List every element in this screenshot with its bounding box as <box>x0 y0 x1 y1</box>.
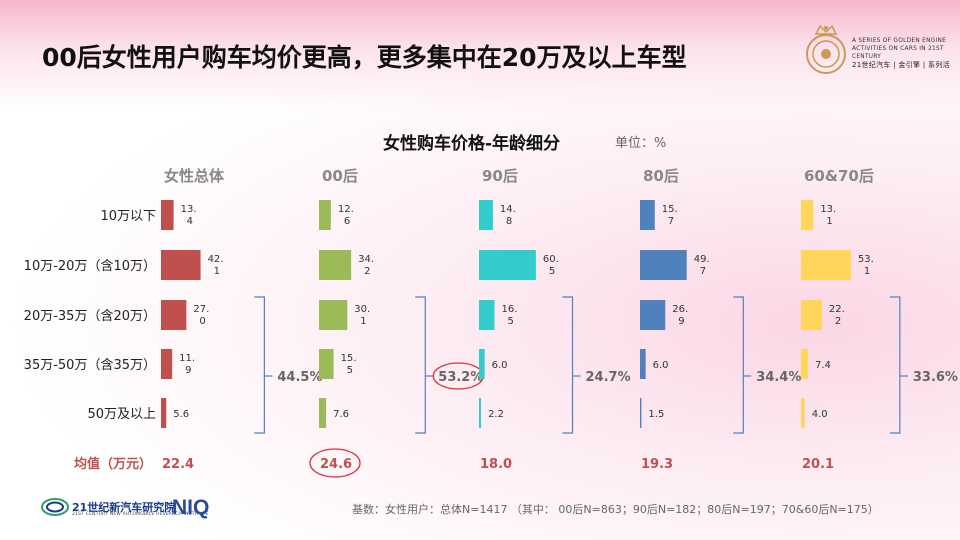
bar <box>640 349 646 379</box>
niq-logo: NIQ <box>172 496 210 519</box>
bar-value-label: 1.5 <box>648 409 664 420</box>
bar-value-label: 26. 9 <box>672 304 688 327</box>
bar-value-label: 13. 1 <box>820 204 836 227</box>
bar <box>801 398 805 428</box>
bar-value-label: 60. 5 <box>543 254 559 277</box>
bar-value-label: 14. 8 <box>500 204 516 227</box>
bar-value-label: 4.0 <box>812 409 828 420</box>
bar-value-label: 7.6 <box>333 409 349 420</box>
bar <box>319 349 334 379</box>
bar <box>479 200 493 230</box>
series-header: 90后 <box>482 167 518 185</box>
category-label: 20万-35万（含20万） <box>24 308 156 324</box>
bar <box>640 250 687 280</box>
bracket <box>733 296 744 434</box>
bar-value-label: 16. 5 <box>502 304 518 327</box>
bar <box>801 349 808 379</box>
bar-value-label: 15. 5 <box>341 353 357 376</box>
mean-value: 24.6 <box>320 457 352 472</box>
bracket-total-label: 44.5% <box>277 370 322 385</box>
bar <box>479 349 485 379</box>
bracket-total-label: 34.4% <box>756 370 801 385</box>
golden-engine-logo-icon <box>806 24 846 74</box>
bar <box>161 300 187 330</box>
mean-value: 20.1 <box>802 457 834 472</box>
bar-value-label: 6.0 <box>492 360 508 371</box>
bracket <box>415 296 426 434</box>
bar <box>161 398 167 428</box>
mean-value: 18.0 <box>480 457 512 472</box>
bar <box>161 349 173 379</box>
bar-value-label: 42. 1 <box>208 254 224 277</box>
bar-value-label: 34. 2 <box>358 254 374 277</box>
bar <box>319 250 352 280</box>
bar <box>479 250 536 280</box>
bar-value-label: 12. 6 <box>338 204 354 227</box>
bar-value-label: 30. 1 <box>354 304 370 327</box>
bar <box>640 300 666 330</box>
mean-axis-label: 均值（万元） <box>74 456 152 472</box>
bar <box>319 200 331 230</box>
bar-value-label: 6.0 <box>653 360 669 371</box>
bar-value-label: 2.2 <box>488 409 504 420</box>
highlight-ellipse <box>309 448 361 478</box>
bar <box>319 300 348 330</box>
bar-value-label: 27. 0 <box>193 304 209 327</box>
header-band <box>0 0 960 110</box>
bar-value-label: 15. 7 <box>662 204 678 227</box>
bar <box>801 300 822 330</box>
bracket-total-label: 53.2% <box>438 370 483 385</box>
page-title: 00后女性用户购车均价更高，更多集中在20万及以上车型 <box>42 43 687 72</box>
mean-value: 19.3 <box>641 457 673 472</box>
bar <box>161 200 174 230</box>
bar-value-label: 5.6 <box>173 409 189 420</box>
series-header: 女性总体 <box>164 167 225 185</box>
bracket <box>254 296 265 434</box>
institute-name: 21世纪新汽车研究院 <box>72 501 176 514</box>
bar-value-label: 7.4 <box>815 360 831 371</box>
bar <box>640 200 655 230</box>
institute-subtitle: 21ST CENTURY NEW AUTOMOBILE RESEARCH INS… <box>72 512 209 517</box>
bar-value-label: 22. 2 <box>829 304 845 327</box>
bracket <box>889 296 901 434</box>
bar <box>479 300 495 330</box>
unit-label: 单位：% <box>615 136 667 151</box>
bar-value-label: 13. 4 <box>181 204 197 227</box>
chart-title: 女性购车价格-年龄细分 <box>383 134 561 154</box>
series-header: 80后 <box>643 167 679 185</box>
bracket-total-label: 33.6% <box>913 370 958 385</box>
series-header: 00后 <box>322 167 358 185</box>
category-label: 10万-20万（含10万） <box>24 258 156 274</box>
category-label: 10万以下 <box>100 209 156 224</box>
bar-value-label: 49. 7 <box>694 254 710 277</box>
bracket-total-label: 24.7% <box>586 370 631 385</box>
brand-text: A SERIES OF GOLDEN ENGINE ACTIVITIES ON … <box>852 38 950 69</box>
bracket <box>562 296 574 434</box>
bar <box>801 250 851 280</box>
bar-value-label: 53. 1 <box>858 254 874 277</box>
category-label: 35万-50万（含35万） <box>24 357 156 373</box>
category-label: 50万及以上 <box>87 407 156 422</box>
mean-value: 22.4 <box>162 457 194 472</box>
bar <box>640 398 642 428</box>
bar-value-label: 11. 9 <box>179 353 195 376</box>
bar <box>161 250 201 280</box>
bar <box>319 398 327 428</box>
institute-logo-icon <box>41 498 69 516</box>
footer-base-note: 基数：女性用户：总体N=1417 （其中： 00后N=863；90后N=182；… <box>352 503 879 516</box>
series-header: 60&70后 <box>804 167 874 185</box>
bar <box>801 200 814 230</box>
bar <box>479 398 482 428</box>
